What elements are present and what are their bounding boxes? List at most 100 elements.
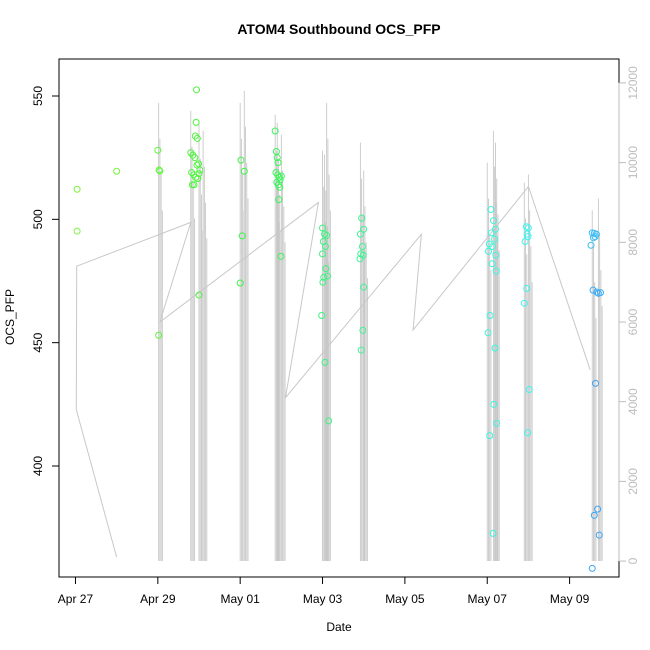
data-point xyxy=(591,233,599,241)
data-point xyxy=(277,252,285,260)
data-point xyxy=(73,185,81,193)
y2-tick-label: 6000 xyxy=(626,308,640,335)
data-point xyxy=(592,379,600,387)
data-point xyxy=(488,260,496,268)
y2-tick-label: 0 xyxy=(626,557,640,564)
data-point xyxy=(484,329,492,337)
x-axis: Apr 27 Apr 29 May 01 May 03 May 05 May 07 May … xyxy=(58,576,590,606)
data-point xyxy=(491,235,499,243)
data-point xyxy=(486,432,494,440)
data-point xyxy=(594,505,602,513)
x-tick-label: May 07 xyxy=(468,592,508,606)
data-point xyxy=(593,288,601,296)
data-point xyxy=(358,242,366,250)
data-point xyxy=(484,247,492,255)
data-point xyxy=(360,225,368,233)
y-axis-label: OCS_PFP xyxy=(3,289,17,345)
data-point xyxy=(490,400,498,408)
data-point xyxy=(276,183,284,191)
data-point xyxy=(524,429,532,437)
plot-frame xyxy=(58,58,620,578)
data-point xyxy=(73,227,81,235)
data-point xyxy=(356,230,364,238)
data-point xyxy=(493,419,501,427)
y-tick-label: 550 xyxy=(31,86,45,106)
data-point xyxy=(588,564,596,572)
data-point xyxy=(319,224,327,232)
data-point xyxy=(195,160,203,168)
data-point xyxy=(596,289,604,297)
x-tick-label: Apr 29 xyxy=(140,592,176,606)
data-point xyxy=(487,229,495,237)
data-point xyxy=(356,255,364,263)
data-point xyxy=(238,232,246,240)
x-tick-label: May 01 xyxy=(220,592,260,606)
data-points xyxy=(73,86,604,572)
y2-tick-label: 2000 xyxy=(626,468,640,495)
y-tick-label: 450 xyxy=(31,332,45,352)
data-point xyxy=(318,312,326,320)
data-point xyxy=(190,181,198,189)
y2-tick-label: 4000 xyxy=(626,388,640,415)
data-point xyxy=(274,159,282,167)
data-point xyxy=(492,251,500,259)
data-point xyxy=(491,344,499,352)
data-point xyxy=(590,511,598,519)
y2-tick-label: 12000 xyxy=(626,66,640,100)
data-point xyxy=(357,346,365,354)
x-tick-label: Apr 27 xyxy=(58,592,94,606)
data-point xyxy=(587,241,595,249)
x-tick-label: May 03 xyxy=(303,592,343,606)
chart-title: ATOM4 Southbound OCS_PFP xyxy=(237,21,440,37)
data-point xyxy=(491,225,499,233)
data-point xyxy=(195,291,203,299)
data-point xyxy=(523,284,531,292)
data-point xyxy=(319,250,327,258)
data-point xyxy=(360,283,368,291)
data-point xyxy=(589,286,597,294)
data-point xyxy=(277,172,285,180)
data-point xyxy=(191,154,199,162)
data-point xyxy=(155,166,163,174)
data-point xyxy=(155,331,163,339)
data-point xyxy=(154,146,162,154)
y-tick-label: 400 xyxy=(31,456,45,476)
data-point xyxy=(489,242,497,250)
data-point xyxy=(323,231,331,239)
data-point xyxy=(358,214,366,222)
data-point xyxy=(320,273,328,281)
data-point xyxy=(237,156,245,164)
data-point xyxy=(489,529,497,537)
data-point xyxy=(322,265,330,273)
data-point xyxy=(319,278,327,286)
data-point xyxy=(271,127,279,135)
data-point xyxy=(520,299,528,307)
data-point xyxy=(156,167,164,175)
data-point xyxy=(195,170,203,178)
data-point xyxy=(321,242,329,250)
y-tick-label: 500 xyxy=(31,209,45,229)
data-point xyxy=(275,196,283,204)
x-axis-label: Date xyxy=(326,620,352,634)
altitude-line xyxy=(75,185,591,410)
data-point xyxy=(486,312,494,320)
data-point xyxy=(194,175,202,183)
altitude-layer xyxy=(75,90,603,562)
data-point xyxy=(325,417,333,425)
y2-tick-label: 10000 xyxy=(626,146,640,180)
data-point xyxy=(113,167,121,175)
data-point xyxy=(487,205,495,213)
data-point xyxy=(273,154,281,162)
y-axis: 400 450 500 550 xyxy=(31,86,60,476)
x-tick-label: May 05 xyxy=(385,592,425,606)
data-point xyxy=(193,86,201,94)
data-point xyxy=(193,134,201,142)
y2-tick-label: 8000 xyxy=(626,229,640,256)
data-point xyxy=(521,238,529,246)
data-point xyxy=(525,386,533,394)
y2-axis: 0 2000 4000 6000 8000 10000 12000 xyxy=(618,66,640,564)
data-point xyxy=(359,326,367,334)
data-point xyxy=(323,272,331,280)
data-point xyxy=(595,531,603,539)
data-point xyxy=(321,358,329,366)
